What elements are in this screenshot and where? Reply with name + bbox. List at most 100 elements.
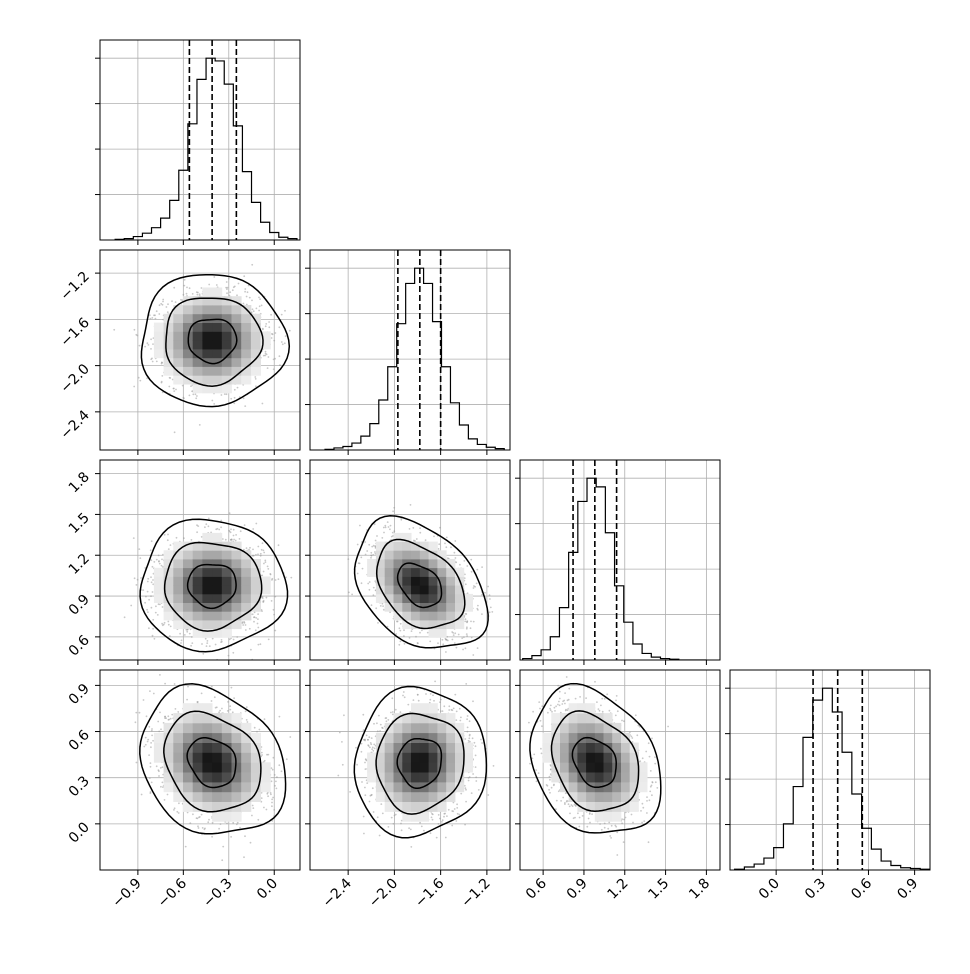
density-cell	[231, 611, 242, 621]
density-cell	[393, 801, 403, 812]
density-cell	[173, 772, 184, 783]
scatter-point	[227, 701, 229, 703]
scatter-point	[349, 791, 351, 793]
scatter-point	[455, 719, 458, 721]
contour-line	[165, 297, 264, 387]
scatter-point	[244, 710, 247, 713]
scatter-point	[241, 621, 244, 624]
density-cell	[212, 541, 223, 551]
scatter-point	[417, 642, 419, 645]
scatter-point	[225, 393, 228, 396]
x-tick-label: 1.8	[686, 876, 713, 903]
scatter-point	[136, 334, 139, 337]
scatter-point	[144, 601, 147, 604]
scatter-point	[268, 326, 271, 329]
scatter-point	[594, 680, 596, 683]
density-cell	[173, 340, 184, 350]
density-cell	[212, 576, 223, 586]
density-cell	[437, 722, 447, 734]
scatter-point	[531, 757, 534, 760]
density-cell	[221, 782, 232, 793]
scatter-point	[196, 293, 199, 296]
scatter-point	[614, 714, 617, 717]
scatter-point	[347, 558, 350, 560]
density-cell	[428, 732, 438, 743]
density-cell	[419, 559, 429, 569]
scatter-point	[636, 734, 639, 737]
density-cell	[173, 322, 184, 332]
scatter-point	[596, 701, 598, 703]
density-cell	[446, 620, 456, 630]
density-cell	[250, 732, 261, 743]
scatter-point	[529, 762, 531, 765]
density-cell	[241, 322, 252, 332]
scatter-point	[177, 812, 180, 814]
density-cell	[212, 349, 223, 359]
scatter-point	[155, 605, 157, 608]
scatter-point	[338, 731, 341, 734]
scatter-point	[466, 592, 469, 595]
scatter-point	[488, 611, 491, 614]
density-cell	[163, 322, 174, 332]
density-cell	[629, 791, 639, 802]
density-cell	[428, 585, 438, 595]
scatter-point	[585, 697, 587, 699]
scatter-point	[539, 719, 542, 722]
scatter-point	[245, 295, 248, 298]
scatter-point	[161, 391, 164, 394]
scatter-point	[348, 591, 350, 594]
scatter-point	[410, 630, 413, 632]
scatter-point	[163, 533, 166, 536]
scatter-point	[623, 720, 625, 723]
density-cell	[419, 772, 429, 783]
scatter-point	[271, 577, 274, 580]
density-cell	[183, 541, 194, 551]
density-cell	[586, 772, 596, 783]
contour-line	[187, 318, 238, 365]
scatter-point	[371, 746, 374, 749]
scatter-point	[538, 701, 541, 703]
scatter-point	[384, 524, 387, 527]
density-cells	[367, 703, 473, 822]
scatter-point	[547, 711, 549, 714]
scatter-point	[551, 710, 553, 713]
scatter-point	[150, 358, 153, 361]
scatter-point	[255, 522, 258, 525]
density-cell	[202, 287, 213, 297]
density-cell	[163, 357, 174, 367]
density-cell	[455, 742, 465, 753]
density-cell	[241, 772, 252, 783]
scatter-point	[478, 663, 480, 665]
density-cell	[455, 567, 465, 577]
scatter-point	[210, 700, 213, 702]
scatter-point	[150, 781, 153, 784]
scatter-point	[236, 636, 239, 638]
scatter-point	[213, 276, 216, 278]
scatter-point	[161, 766, 164, 769]
scatter-point	[476, 647, 479, 649]
density-cell	[163, 349, 174, 359]
scatter-point	[541, 705, 544, 708]
scatter-point	[161, 781, 164, 784]
scatter-point	[258, 305, 261, 308]
density-cell	[419, 742, 429, 753]
scatter-point	[549, 709, 552, 712]
scatter-point	[374, 552, 377, 555]
scatter-point	[555, 808, 557, 811]
density-cell	[202, 801, 213, 812]
scatter-point	[267, 638, 270, 641]
scatter-point	[537, 772, 540, 774]
scatter-point	[271, 805, 273, 808]
scatter-point	[281, 343, 284, 346]
scatter-point	[492, 765, 495, 767]
scatter-point	[448, 705, 451, 708]
density-cell	[260, 576, 271, 586]
scatter-point	[196, 701, 199, 703]
scatter-point	[628, 731, 631, 734]
scatter-point	[466, 626, 468, 629]
scatter-point	[259, 298, 261, 300]
density-cell	[594, 742, 604, 753]
y-tick-label: −2.0	[57, 361, 92, 396]
density-cell	[192, 762, 203, 773]
scatter-point	[244, 405, 247, 407]
